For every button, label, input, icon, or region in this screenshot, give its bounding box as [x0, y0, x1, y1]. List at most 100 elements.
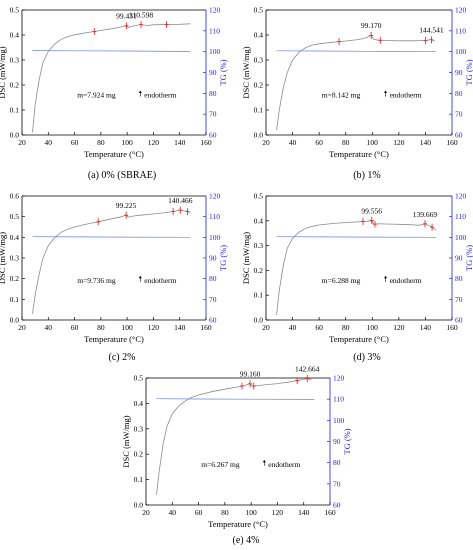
- tg-tick-label: 110: [209, 212, 220, 221]
- dsc-series-line: [276, 34, 435, 131]
- y-tick-label: 0.3: [254, 241, 264, 250]
- y-tick-label: 0.4: [254, 31, 264, 40]
- endotherm-label: endotherm: [144, 91, 176, 100]
- x-tick-label: 160: [446, 138, 458, 147]
- x-tick-label: 140: [420, 323, 432, 332]
- x-tick-label: 20: [18, 323, 26, 332]
- y-tick-label: 0.3: [10, 254, 20, 263]
- y-axis-label: DSC (mW/mg): [0, 232, 7, 284]
- chart-panel-c: 20 40 60 80 100 120 140 160 0.0 0.1 0.2 0.3 0.4 0.5 0.…: [0, 192, 228, 364]
- tg-tick-label: 100: [455, 233, 467, 242]
- tg-tick-label: 90: [209, 68, 217, 77]
- panel-caption: (c) 2%: [109, 352, 136, 363]
- x-axis-label: Temperature (°C): [84, 334, 144, 344]
- y-tick-label: 0.2: [254, 81, 264, 90]
- x-tick-label: 120: [272, 508, 284, 517]
- x-tick-label: 40: [289, 138, 297, 147]
- tg-axis-label: TG (%): [218, 245, 228, 271]
- y-axis-label: DSC (mW/mg): [241, 46, 251, 98]
- tg-tick-label: 120: [333, 374, 345, 383]
- x-axis-label: Temperature (°C): [84, 149, 144, 159]
- tg-tick-label: 80: [209, 274, 217, 283]
- y-tick-label: 0.0: [134, 501, 144, 510]
- tg-series-line: [276, 236, 437, 238]
- tg-tick-label: 80: [455, 274, 463, 283]
- tg-tick-label: 120: [209, 192, 221, 201]
- x-tick-label: 80: [97, 138, 105, 147]
- tg-tick-label: 120: [455, 192, 467, 201]
- mass-label: m=6.288 mg: [322, 276, 361, 285]
- x-tick-label: 40: [45, 138, 53, 147]
- x-tick-label: 140: [174, 323, 186, 332]
- y-tick-label: 0.1: [254, 291, 264, 300]
- mass-label: m=9.736 mg: [77, 276, 116, 285]
- mass-label: m=7.924 mg: [77, 91, 116, 100]
- tg-series-line: [32, 50, 191, 52]
- dsc-series-line: [276, 219, 437, 316]
- y-tick-label: 0.4: [10, 233, 20, 242]
- x-tick-label: 60: [71, 138, 79, 147]
- y-tick-label: 0.3: [134, 424, 144, 433]
- tg-tick-label: 60: [209, 131, 217, 140]
- endotherm-label: endotherm: [144, 276, 176, 285]
- dsc-series-line: [156, 378, 312, 495]
- endotherm-arrowhead-icon: [384, 275, 388, 279]
- x-axis-label: Temperature (°C): [329, 334, 389, 344]
- x-tick-label: 40: [45, 323, 53, 332]
- x-tick-label: 100: [246, 508, 258, 517]
- x-tick-label: 160: [324, 508, 336, 517]
- y-tick-label: 0.0: [10, 316, 20, 325]
- tg-tick-label: 70: [209, 295, 217, 304]
- x-tick-label: 160: [200, 323, 212, 332]
- y-tick-label: 0.4: [254, 216, 264, 225]
- x-tick-label: 100: [122, 323, 134, 332]
- peak-label: 99.225: [116, 201, 137, 210]
- y-tick-label: 0.5: [254, 6, 264, 15]
- x-tick-label: 140: [420, 138, 432, 147]
- tg-tick-label: 70: [455, 110, 463, 119]
- y-tick-label: 0.3: [10, 56, 20, 65]
- x-tick-label: 20: [142, 508, 150, 517]
- mass-label: m=6.267 mg: [201, 460, 240, 469]
- tg-axis-label: TG (%): [464, 59, 473, 85]
- peak-label: 110.598: [129, 11, 153, 20]
- chart-panel-d: 20 40 60 80 100 120 140 160 0.0 0.1 0.2 0.3 0.4 0.5 60…: [241, 192, 473, 364]
- x-axis-label: Temperature (°C): [329, 149, 389, 159]
- y-tick-label: 0.2: [10, 274, 20, 283]
- tg-tick-label: 80: [209, 89, 217, 98]
- endotherm-arrowhead-icon: [138, 90, 142, 93]
- x-tick-label: 100: [122, 138, 134, 147]
- chart-panel-a: 20 40 60 80 100 120 140 160 0.0 0.1 0.2 0.3 0.4 0.5 60…: [0, 6, 228, 182]
- tg-axis-label: TG (%): [342, 428, 352, 454]
- x-tick-label: 20: [262, 323, 270, 332]
- peak-label: 99.160: [240, 370, 261, 379]
- x-tick-label: 60: [315, 138, 323, 147]
- tg-tick-label: 100: [209, 233, 221, 242]
- y-tick-label: 0.1: [10, 106, 20, 115]
- tg-tick-label: 60: [209, 316, 217, 325]
- x-tick-label: 40: [169, 508, 177, 517]
- tg-tick-label: 120: [209, 6, 221, 15]
- y-tick-label: 0.6: [10, 192, 20, 201]
- y-tick-label: 0.1: [134, 475, 144, 484]
- y-tick-label: 0.5: [10, 212, 20, 221]
- y-tick-label: 0.4: [134, 399, 144, 408]
- tg-tick-label: 70: [455, 295, 463, 304]
- x-tick-label: 80: [342, 323, 350, 332]
- peak-label: 139.669: [413, 210, 438, 219]
- tg-series-line: [32, 236, 191, 238]
- tg-tick-label: 110: [455, 212, 466, 221]
- y-tick-label: 0.5: [10, 6, 20, 15]
- x-tick-label: 140: [174, 138, 186, 147]
- y-tick-label: 0.4: [10, 31, 20, 40]
- tg-tick-label: 90: [455, 68, 463, 77]
- y-axis-label: DSC (mW/mg): [0, 46, 7, 98]
- dsc-series-line: [32, 23, 191, 133]
- x-tick-label: 40: [289, 323, 297, 332]
- endotherm-arrowhead-icon: [138, 275, 142, 279]
- endotherm-arrowhead-icon: [384, 90, 388, 93]
- tg-tick-label: 90: [333, 437, 341, 446]
- y-axis-label: DSC (mW/mg): [121, 415, 131, 467]
- tg-tick-label: 80: [333, 458, 341, 467]
